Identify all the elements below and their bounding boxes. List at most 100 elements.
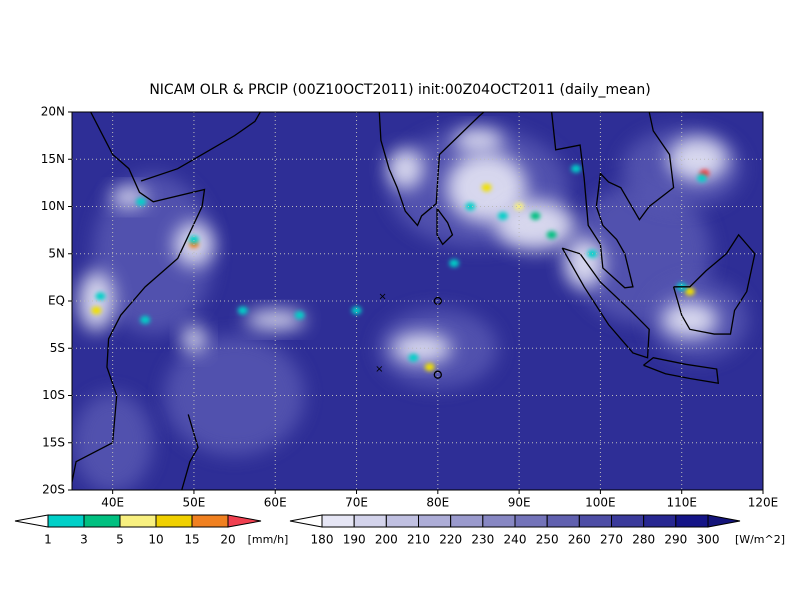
colorbar-box [450,514,484,528]
precip-spot [294,311,305,320]
colorbar-label: 240 [504,533,527,547]
lon-label: 40E [101,496,124,510]
precip-spot [351,306,362,315]
cloud [453,128,504,153]
coastline [550,112,675,289]
colorbar-arrow [289,514,323,528]
lon-label: 120E [748,496,779,510]
lon-label: 110E [666,496,697,510]
colorbar-label: 250 [536,533,559,547]
lon-label: 80E [426,496,449,510]
colorbar-box [385,514,420,528]
storm-marker: × [375,364,383,375]
colorbar-box [83,514,121,528]
lat-label: EQ [48,294,65,308]
colorbar-box [643,514,677,528]
precip-spot [91,306,102,315]
cloud [667,137,728,182]
precip-spot [546,230,557,239]
colorbar-label: 280 [632,533,655,547]
precip-spot [449,259,460,268]
colorbar-box [191,514,229,528]
colorbar-label: 210 [407,533,430,547]
precip-spot [481,183,492,192]
cloud [387,148,424,189]
colorbar-box [155,514,193,528]
colorbar-box [482,514,516,528]
colorbar-unit: [mm/h] [248,533,289,546]
coastline [72,112,206,486]
colorbar-label: 180 [311,533,334,547]
colorbar-box [321,514,355,528]
colorbar-box [514,514,548,528]
colorbar-box [611,514,645,528]
colorbar-box [675,514,709,528]
storm-marker: × [378,291,386,302]
colorbar-label: 220 [439,533,462,547]
colorbar-box [418,514,452,528]
lon-label: 90E [508,496,531,510]
lat-label: 15S [42,435,65,449]
colorbar-label: 260 [568,533,591,547]
colorbar-label: 15 [184,533,199,547]
cloud [391,333,452,364]
cloud-haze [93,173,214,334]
precip-spot [95,292,106,301]
lat-label: 10S [42,388,65,402]
cloud [495,200,576,251]
colorbar-label: 300 [697,533,720,547]
precip-spot [465,202,476,211]
lat-label: 20S [42,483,65,497]
colorbar-label: 10 [148,533,163,547]
lat-label: 10N [41,199,65,213]
precip-spot [408,353,419,362]
precip-spot [188,235,199,244]
precip-spot [571,164,582,173]
colorbar-label: 290 [664,533,687,547]
lat-label: 20N [41,105,65,119]
cloud [661,301,718,338]
precip-spot [684,287,695,296]
station-marker [433,370,442,379]
colorbar-label: 230 [471,533,494,547]
precip-spot [497,211,508,220]
colorbar-box [119,514,157,528]
precip-spot [697,174,708,183]
colorbar-unit: [W/m^2] [735,533,785,546]
colorbar-arrow [707,514,741,528]
colorbar-label: 5 [116,533,124,547]
precip-spot [237,306,248,315]
map-title: NICAM OLR & PRCIP (00Z10OCT2011) init:00… [149,82,650,98]
colorbar-label: 1 [44,533,52,547]
coastline [181,414,199,490]
colorbar-box [353,514,387,528]
precip-spot [140,315,151,324]
colorbar-label: 20 [220,533,235,547]
colorbar-box [546,514,580,528]
coastline [672,233,756,335]
colorbar-arrow [227,514,262,528]
colorbar-label: 200 [375,533,398,547]
colorbar-arrow [14,514,49,528]
map-area: ×× [72,112,763,490]
precip-spot [136,197,147,206]
precip-spot [530,211,541,220]
lon-label: 100E [585,496,616,510]
lon-label: 60E [264,496,287,510]
precip-spot [424,363,435,372]
cloud-haze [164,335,305,456]
colorbar-label: 3 [80,533,88,547]
cloud [245,309,306,330]
lon-label: 70E [345,496,368,510]
lon-label: 50E [183,496,206,510]
lat-label: 5N [48,246,65,260]
coastline [643,357,720,384]
coastline [140,112,262,182]
colorbar-box [578,514,612,528]
coastline [561,247,650,359]
colorbar-box [47,514,85,528]
colorbar-label: 270 [600,533,623,547]
lat-label: 5S [50,341,65,355]
